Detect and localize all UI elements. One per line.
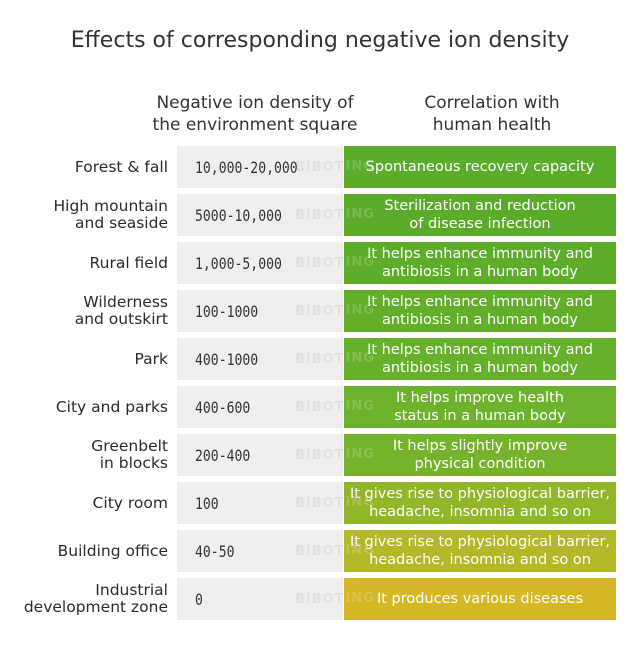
page-title: Effects of corresponding negative ion de… — [70, 28, 570, 53]
density-value: 400-1000 — [195, 349, 259, 369]
place-label: Greenbelt in blocks — [91, 437, 168, 472]
density-value: 100-1000 — [195, 301, 259, 321]
place-label: High mountain and seaside — [53, 197, 169, 232]
health-effect-text: It gives rise to physiological barrier, … — [349, 534, 611, 568]
health-effect-text: It helps enhance immunity and antibiosis… — [367, 342, 593, 376]
density-value: 400-600 — [195, 397, 251, 417]
density-column-header: Negative ion density of the environment … — [152, 93, 358, 135]
place-label: Building office — [57, 541, 168, 560]
health-effect-text: Spontaneous recovery capacity — [365, 159, 595, 175]
place-label: Forest & fall — [74, 157, 168, 176]
health-column-header: Correlation with human health — [424, 93, 560, 135]
health-effect-text: It gives rise to physiological barrier, … — [349, 486, 611, 520]
density-value: 100 — [195, 493, 219, 513]
health-effect-text: It helps slightly improve physical condi… — [392, 438, 568, 472]
health-effect-text: Sterilization and reduction of disease i… — [384, 198, 576, 232]
place-label: Park — [134, 349, 169, 368]
table-row: High mountain and seaside 5000-10,000 BI… — [0, 194, 640, 236]
density-value: 40-50 — [195, 541, 235, 561]
place-label: Wilderness and outskirt — [74, 293, 168, 328]
place-label: Industrial development zone — [23, 581, 168, 616]
density-value: 1,000-5,000 — [195, 253, 282, 273]
table-row: Wilderness and outskirt 100-1000 BIBOT IN… — [0, 290, 640, 332]
place-label: City room — [92, 493, 168, 512]
density-value: 0 — [195, 589, 203, 609]
place-label: Rural field — [89, 253, 168, 272]
density-value: 200-400 — [195, 445, 251, 465]
health-effect-text: It helps enhance immunity and antibiosis… — [367, 294, 593, 328]
health-effect-text: It produces various diseases — [376, 591, 584, 607]
health-effect-text: It helps improve health status in a huma… — [394, 390, 566, 424]
health-effect-text: It helps enhance immunity and antibiosis… — [367, 246, 593, 280]
density-value: 5000-10,000 — [195, 205, 282, 225]
density-value: 10,000-20,000 — [195, 157, 298, 177]
place-label: City and parks — [55, 397, 168, 416]
